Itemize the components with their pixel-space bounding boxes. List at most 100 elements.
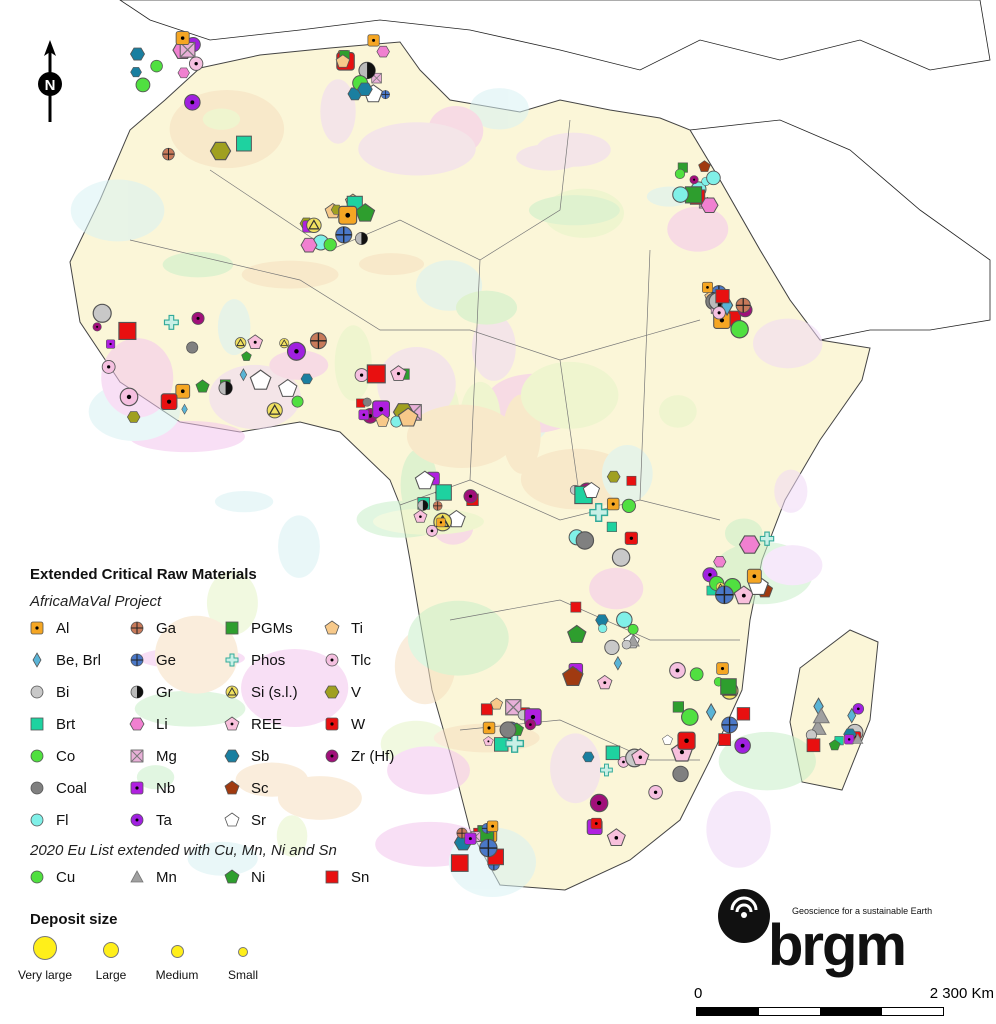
- deposit-marker[interactable]: [689, 667, 704, 682]
- deposit-marker[interactable]: [249, 369, 272, 390]
- deposit-marker[interactable]: [126, 411, 141, 423]
- deposit-marker[interactable]: [606, 521, 617, 532]
- deposit-marker[interactable]: [426, 524, 438, 537]
- deposit-marker[interactable]: [130, 67, 142, 78]
- deposit-marker[interactable]: [606, 497, 620, 511]
- deposit-marker[interactable]: [366, 364, 386, 384]
- deposit-marker[interactable]: [218, 380, 233, 396]
- deposit-marker[interactable]: [286, 341, 306, 361]
- deposit-marker[interactable]: [852, 703, 865, 715]
- deposit-marker[interactable]: [357, 82, 373, 96]
- deposit-marker[interactable]: [482, 721, 496, 735]
- deposit-marker[interactable]: [160, 393, 178, 411]
- deposit-marker[interactable]: [736, 707, 751, 721]
- deposit-marker[interactable]: [505, 734, 525, 753]
- deposit-marker[interactable]: [589, 503, 609, 522]
- deposit-marker[interactable]: [674, 168, 686, 179]
- deposit-marker[interactable]: [92, 322, 102, 332]
- deposit-marker[interactable]: [689, 175, 699, 185]
- deposit-marker[interactable]: [597, 674, 613, 690]
- deposit-marker[interactable]: [598, 623, 608, 634]
- deposit-marker[interactable]: [847, 707, 857, 724]
- deposit-marker[interactable]: [759, 531, 775, 546]
- deposit-marker[interactable]: [354, 232, 368, 245]
- deposit-marker[interactable]: [323, 238, 337, 252]
- deposit-marker[interactable]: [611, 548, 631, 567]
- deposit-marker[interactable]: [291, 395, 304, 408]
- deposit-marker[interactable]: [209, 141, 232, 161]
- deposit-marker[interactable]: [570, 601, 582, 613]
- deposit-marker[interactable]: [706, 170, 721, 186]
- deposit-marker[interactable]: [621, 498, 636, 513]
- deposit-marker[interactable]: [712, 306, 726, 320]
- deposit-marker[interactable]: [239, 368, 248, 382]
- deposit-marker[interactable]: [435, 484, 452, 501]
- deposit-marker[interactable]: [582, 481, 601, 498]
- deposit-marker[interactable]: [720, 678, 737, 695]
- deposit-marker[interactable]: [606, 828, 626, 847]
- deposit-marker[interactable]: [354, 368, 369, 383]
- deposit-marker[interactable]: [450, 854, 469, 872]
- deposit-marker[interactable]: [266, 402, 283, 419]
- deposit-marker[interactable]: [715, 289, 730, 304]
- deposit-marker[interactable]: [362, 397, 372, 407]
- deposit-marker[interactable]: [844, 734, 855, 745]
- deposit-marker[interactable]: [175, 383, 191, 399]
- deposit-marker[interactable]: [627, 623, 639, 635]
- deposit-marker[interactable]: [486, 820, 499, 832]
- deposit-marker[interactable]: [129, 47, 146, 61]
- deposit-marker[interactable]: [278, 378, 298, 397]
- deposit-marker[interactable]: [162, 147, 175, 161]
- deposit-marker[interactable]: [236, 135, 252, 152]
- deposit-marker[interactable]: [604, 639, 620, 656]
- deposit-marker[interactable]: [490, 697, 504, 710]
- deposit-marker[interactable]: [624, 531, 638, 545]
- deposit-marker[interactable]: [698, 160, 711, 172]
- deposit-marker[interactable]: [631, 748, 650, 766]
- deposit-marker[interactable]: [672, 701, 684, 713]
- deposit-marker[interactable]: [713, 556, 727, 568]
- deposit-marker[interactable]: [735, 297, 751, 313]
- deposit-marker[interactable]: [716, 662, 729, 675]
- deposit-marker[interactable]: [186, 341, 199, 354]
- deposit-marker[interactable]: [181, 403, 188, 415]
- deposit-marker[interactable]: [309, 332, 327, 350]
- deposit-marker[interactable]: [499, 721, 517, 739]
- deposit-marker[interactable]: [184, 94, 201, 111]
- deposit-marker[interactable]: [828, 739, 841, 751]
- deposit-marker[interactable]: [524, 718, 537, 731]
- deposit-marker[interactable]: [135, 77, 151, 93]
- deposit-marker[interactable]: [397, 407, 419, 427]
- deposit-marker[interactable]: [188, 56, 204, 71]
- deposit-marker[interactable]: [505, 699, 522, 716]
- deposit-marker[interactable]: [582, 751, 595, 763]
- deposit-marker[interactable]: [600, 763, 613, 777]
- deposit-marker[interactable]: [247, 334, 264, 349]
- deposit-marker[interactable]: [241, 351, 252, 361]
- deposit-marker[interactable]: [92, 303, 112, 323]
- deposit-marker[interactable]: [375, 413, 390, 427]
- deposit-marker[interactable]: [436, 517, 446, 528]
- deposit-marker[interactable]: [479, 838, 498, 858]
- deposit-marker[interactable]: [567, 624, 587, 643]
- deposit-marker[interactable]: [851, 733, 864, 744]
- deposit-marker[interactable]: [589, 793, 609, 813]
- deposit-marker[interactable]: [175, 31, 190, 46]
- deposit-marker[interactable]: [806, 738, 821, 753]
- deposit-marker[interactable]: [101, 360, 116, 374]
- deposit-marker[interactable]: [279, 338, 290, 349]
- deposit-marker[interactable]: [358, 61, 376, 80]
- deposit-marker[interactable]: [705, 702, 717, 722]
- deposit-marker[interactable]: [616, 611, 633, 628]
- deposit-marker[interactable]: [734, 737, 751, 754]
- deposit-marker[interactable]: [106, 339, 116, 349]
- deposit-marker[interactable]: [234, 337, 247, 349]
- deposit-marker[interactable]: [119, 387, 139, 407]
- deposit-marker[interactable]: [417, 499, 429, 511]
- deposit-marker[interactable]: [358, 409, 370, 421]
- deposit-marker[interactable]: [191, 311, 205, 325]
- deposit-marker[interactable]: [575, 531, 595, 550]
- deposit-marker[interactable]: [613, 655, 623, 671]
- deposit-marker[interactable]: [590, 817, 602, 830]
